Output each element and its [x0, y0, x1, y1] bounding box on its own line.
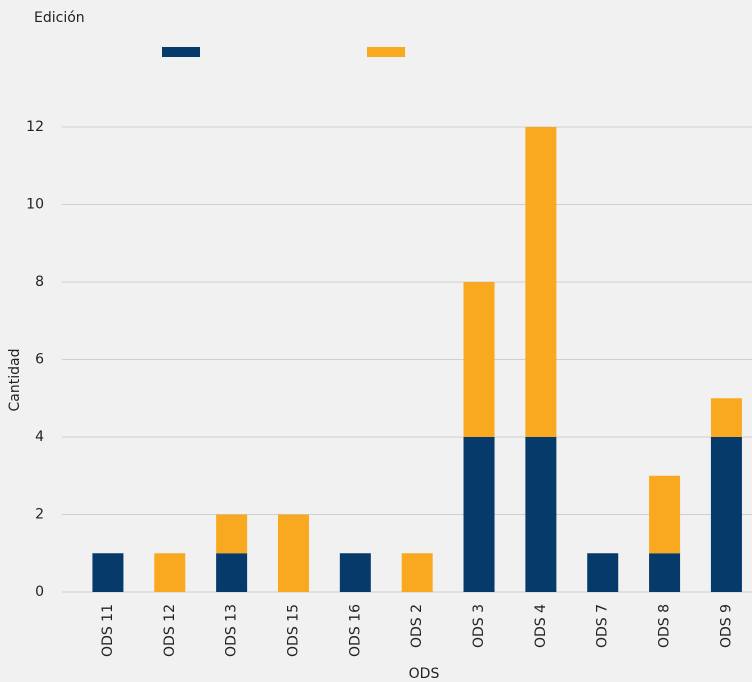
bar-segment [216, 553, 248, 592]
bar-segment [92, 553, 124, 592]
x-tick-label: ODS 15 [285, 604, 301, 657]
bar-segment [401, 553, 433, 592]
x-tick-label: ODS 13 [224, 604, 240, 657]
legend-swatch [367, 47, 405, 57]
y-tick-label: 8 [35, 274, 44, 290]
bar-segment [216, 514, 248, 554]
bar-segment [277, 514, 309, 592]
bar-segment [710, 398, 742, 437]
bar-segment [525, 127, 557, 437]
x-tick-label: ODS 8 [657, 604, 673, 648]
bar-segment [463, 437, 495, 592]
y-tick-label: 0 [35, 584, 44, 600]
bar-segment [649, 475, 681, 554]
x-tick-label: ODS 9 [718, 604, 734, 648]
legend-swatch [162, 47, 200, 57]
y-tick-label: 12 [26, 119, 44, 135]
y-tick-label: 6 [35, 352, 44, 368]
y-tick-label: 2 [35, 507, 44, 523]
bar-segment [525, 437, 557, 592]
bar-segment [587, 553, 619, 592]
bar-segment [154, 553, 186, 592]
y-tick-label: 10 [26, 197, 44, 213]
x-tick-label: ODS 11 [100, 604, 116, 657]
legend-title: Edición [34, 10, 85, 26]
x-tick-label: ODS 16 [347, 604, 363, 657]
x-tick-label: ODS 12 [162, 604, 178, 657]
bar-segment [339, 553, 371, 592]
x-tick-label: ODS 3 [471, 604, 487, 648]
bar-segment [710, 437, 742, 592]
x-axis-label: ODS [409, 666, 440, 682]
y-tick-label: 4 [35, 429, 44, 445]
bar-segment [463, 282, 495, 437]
x-tick-label: ODS 7 [595, 604, 611, 648]
y-axis-label: Cantidad [7, 349, 23, 412]
bar-segment [649, 553, 681, 592]
x-tick-label: ODS 4 [533, 604, 549, 648]
x-tick-label: ODS 2 [409, 604, 425, 648]
